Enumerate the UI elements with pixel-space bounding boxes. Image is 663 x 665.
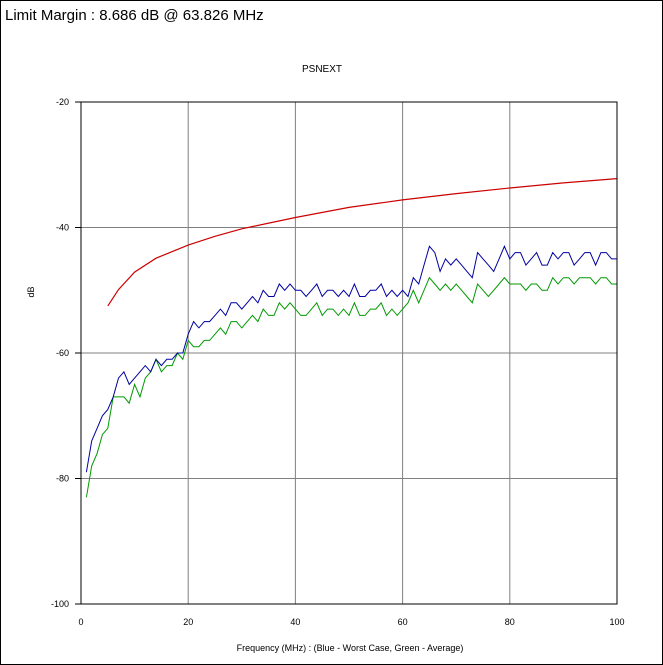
series-average-line — [85, 276, 617, 498]
series-limit-line — [107, 178, 618, 307]
y-tick-label: -100 — [51, 599, 69, 609]
y-axis-label: dB — [26, 286, 36, 297]
tick-labels: 0 20 40 60 80 100 -20 -40 -60 -80 -100 — [51, 97, 625, 627]
y-tick-label: -20 — [56, 97, 69, 107]
x-tick-label: 60 — [398, 617, 408, 627]
series — [85, 178, 618, 498]
x-tick-label: 80 — [505, 617, 515, 627]
grid — [75, 101, 618, 605]
y-tick-label: -80 — [56, 474, 69, 484]
y-tick-label: -40 — [56, 223, 69, 233]
chart-title: PSNEXT — [302, 64, 342, 75]
x-tick-label: 0 — [78, 617, 83, 627]
series-worst-case-line — [85, 245, 617, 473]
limit-margin-label: Limit Margin : 8.686 dB @ 63.826 MHz — [5, 7, 264, 24]
x-tick-label: 40 — [290, 617, 300, 627]
x-tick-label: 20 — [183, 617, 193, 627]
plot-area — [80, 101, 618, 605]
x-axis-label: Frequency (MHz) : (Blue - Worst Case, Gr… — [237, 643, 464, 653]
y-tick-label: -60 — [56, 348, 69, 358]
x-tick-label: 100 — [609, 617, 624, 627]
